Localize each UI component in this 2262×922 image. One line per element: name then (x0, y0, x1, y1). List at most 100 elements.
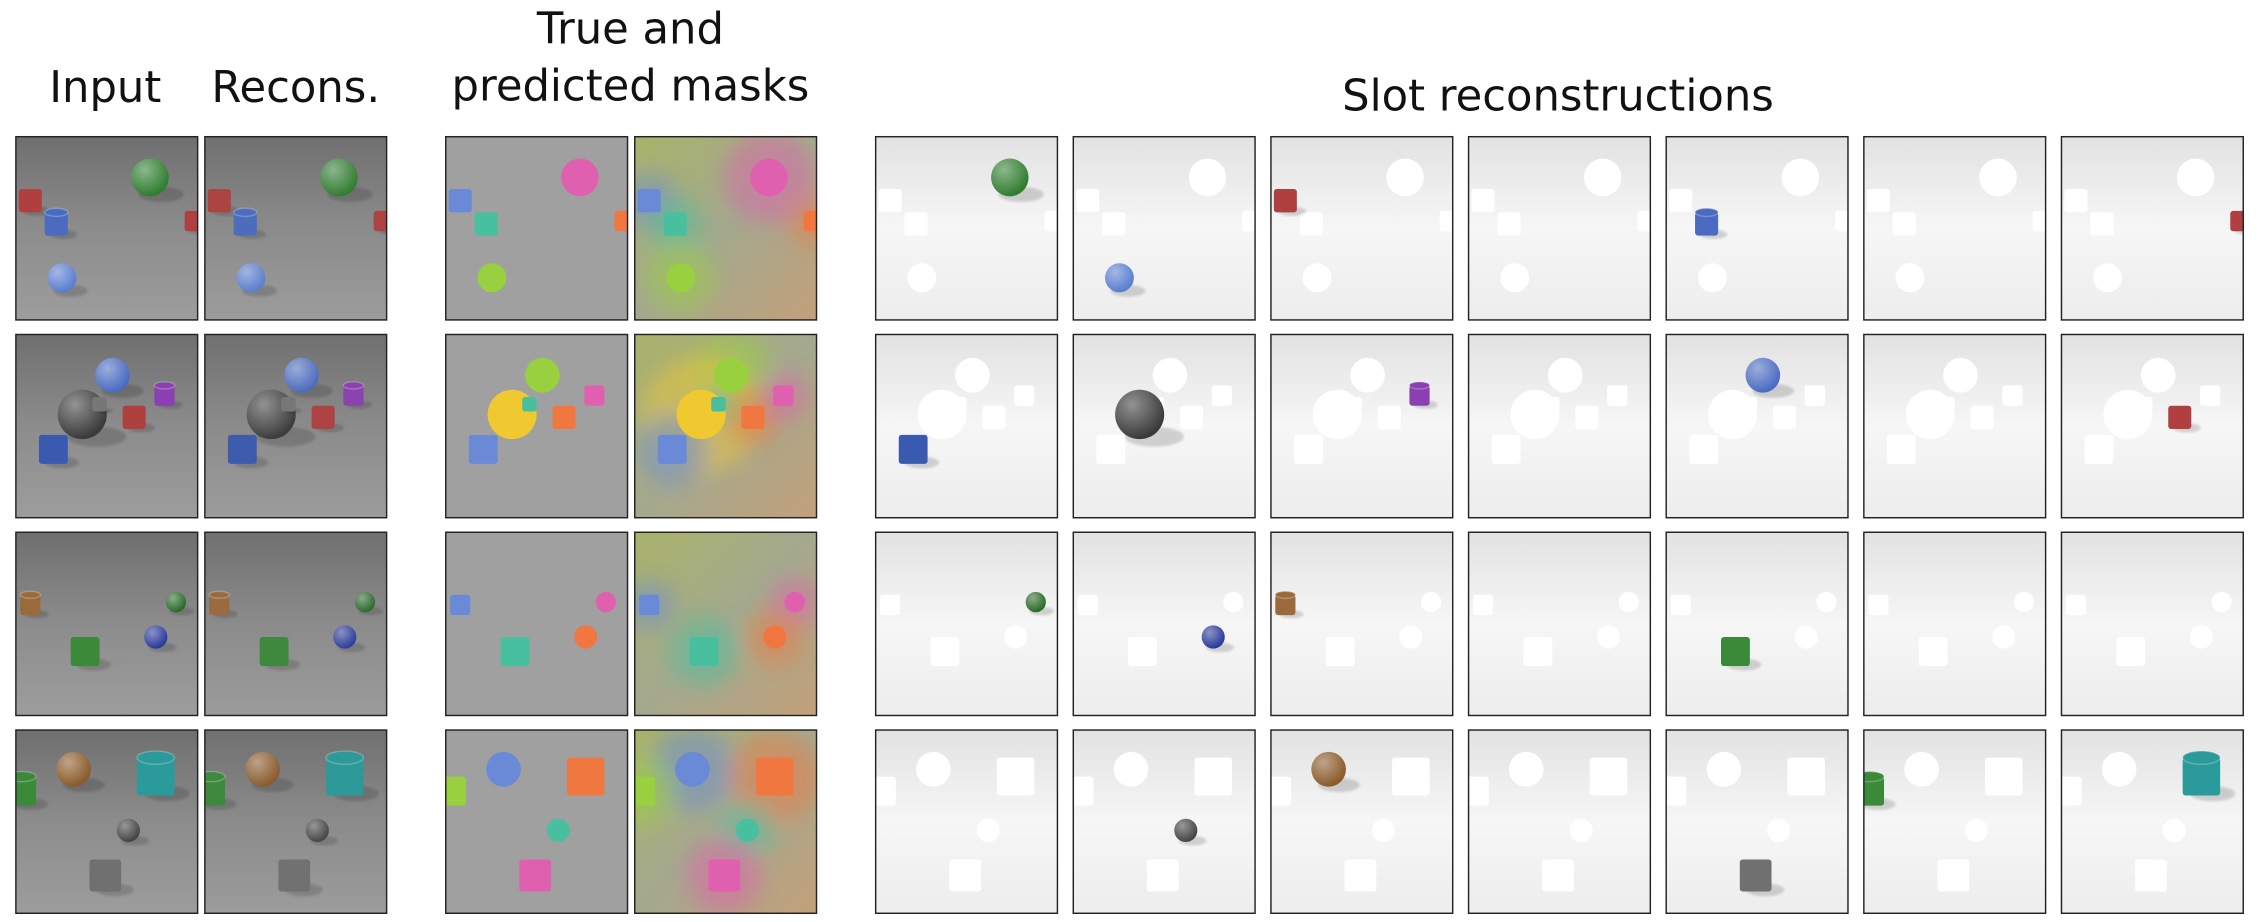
silhouette (1895, 263, 1925, 293)
panel-border (1863, 531, 2047, 717)
panel-border (2060, 729, 2244, 915)
object (566, 757, 605, 796)
object (448, 189, 472, 213)
panel-content (875, 334, 1058, 518)
panel-border (874, 531, 1059, 717)
highlight (284, 357, 319, 393)
object (278, 859, 311, 892)
background (1666, 532, 1848, 716)
highlight (236, 263, 266, 293)
panel-border (1072, 135, 1256, 321)
highlight (1311, 751, 1346, 787)
silhouette (2065, 594, 2087, 616)
panel-border (1665, 729, 1849, 915)
silhouette (1347, 397, 1362, 412)
silhouette (1575, 405, 1599, 430)
silhouette (1500, 263, 1530, 293)
silhouette (1223, 591, 1244, 613)
object-top (208, 590, 231, 600)
silhouette (1794, 625, 1818, 649)
silhouette (1004, 625, 1028, 649)
panel-border (445, 729, 629, 915)
mask-glow (789, 196, 817, 246)
column-title: Recons. (211, 63, 380, 113)
image-panel (1072, 135, 1256, 321)
object (445, 776, 466, 806)
silhouette (1523, 636, 1553, 667)
silhouette (1767, 818, 1791, 843)
object (561, 158, 599, 197)
object (468, 434, 498, 464)
highlight (1105, 263, 1134, 293)
silhouette (1940, 397, 1955, 412)
silhouette (2189, 625, 2213, 649)
object (552, 405, 576, 430)
panel-border (1467, 729, 1652, 915)
silhouette (1371, 818, 1395, 843)
panel-border (1665, 333, 1849, 519)
silhouette (1742, 397, 1758, 412)
panel-content (1073, 334, 1256, 518)
panel-content (204, 730, 387, 914)
background (15, 136, 198, 320)
silhouette (2061, 776, 2082, 806)
image-panel (1467, 729, 1652, 915)
object (803, 210, 817, 232)
object (574, 625, 598, 649)
object (614, 210, 628, 232)
object (92, 397, 107, 412)
silhouette (1294, 434, 1323, 464)
silhouette (976, 818, 1000, 843)
silhouette (1128, 636, 1157, 667)
object-top (136, 750, 176, 766)
image-panel (204, 333, 388, 519)
silhouette (1834, 210, 1848, 232)
panel-content (445, 136, 628, 320)
object (755, 757, 794, 796)
object (450, 594, 471, 616)
panel-border (874, 135, 1059, 321)
highlight (95, 357, 130, 393)
blur-veil (204, 730, 387, 914)
silhouette (1542, 859, 1574, 892)
silhouette (1399, 625, 1423, 649)
object (711, 397, 726, 412)
object-top (43, 207, 69, 218)
object (519, 859, 552, 892)
panel-border (1072, 531, 1256, 717)
background (1468, 532, 1651, 716)
highlight (56, 751, 91, 787)
image-panel (1270, 531, 1454, 717)
object (522, 397, 537, 412)
background (1666, 136, 1848, 320)
image-panel (1665, 531, 1849, 717)
silhouette (904, 212, 928, 236)
panel-content (875, 532, 1058, 716)
object (259, 636, 289, 667)
object (708, 859, 741, 892)
object (763, 625, 787, 649)
silhouette (1299, 212, 1323, 236)
silhouette (1772, 405, 1797, 430)
object (1275, 594, 1296, 616)
panel-border (204, 135, 388, 321)
object (735, 818, 759, 843)
image-panel (445, 531, 629, 717)
panel-content (634, 730, 817, 914)
background (2061, 136, 2244, 320)
object (18, 189, 42, 213)
image-panel (1665, 135, 1849, 321)
object (44, 212, 68, 236)
silhouette (1943, 357, 1978, 393)
silhouette (2064, 189, 2088, 213)
silhouette (1689, 434, 1719, 464)
panel-border (445, 531, 629, 717)
silhouette (1992, 625, 2016, 649)
panel-border (15, 729, 199, 915)
panel-border (1863, 135, 2047, 321)
panel-content (15, 136, 198, 320)
background (875, 532, 1058, 716)
highlight (305, 818, 329, 843)
silhouette (1302, 263, 1332, 293)
